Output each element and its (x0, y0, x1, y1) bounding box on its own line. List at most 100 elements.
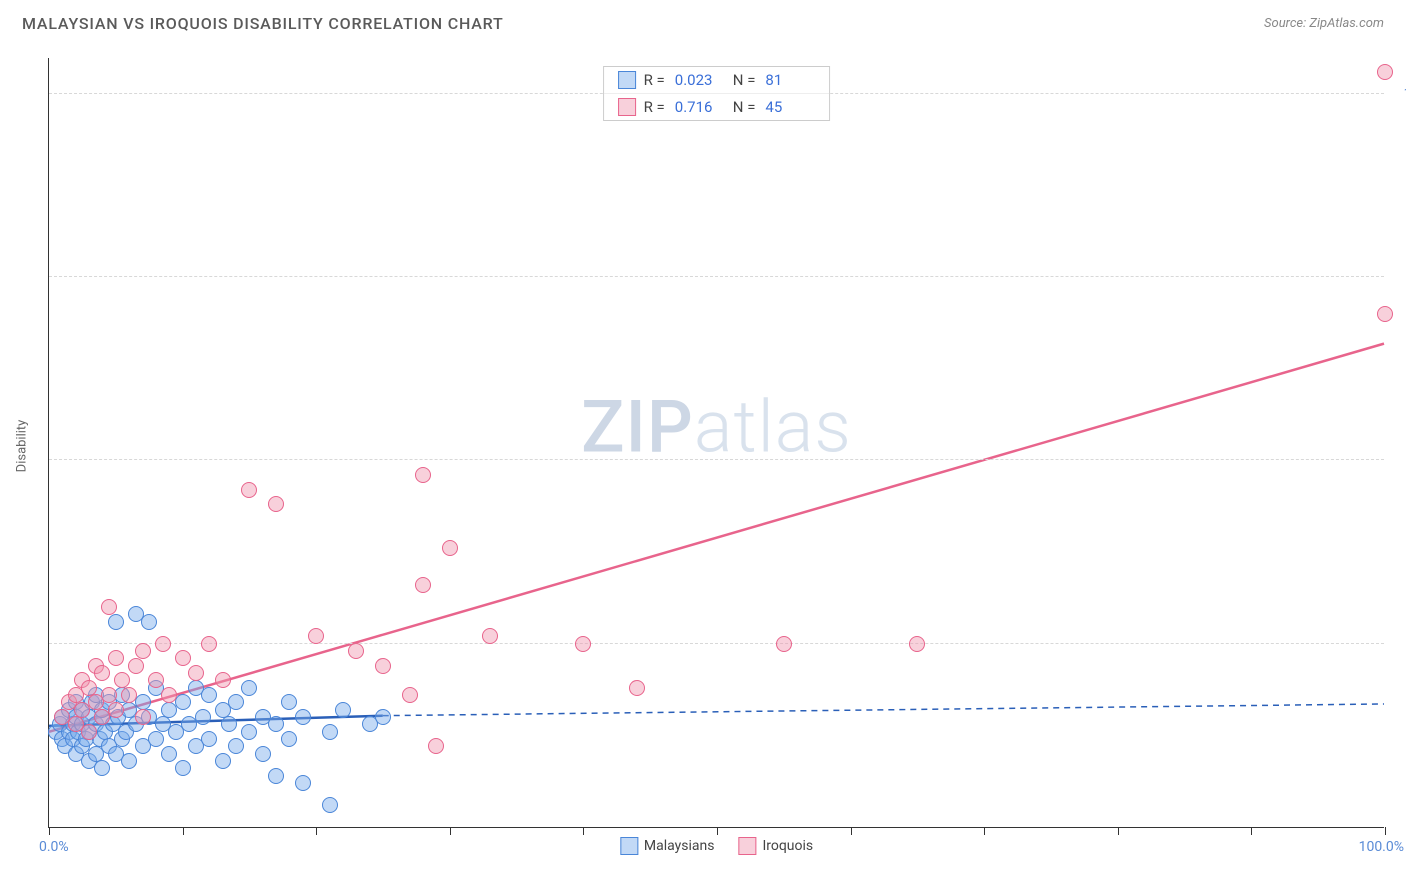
legend-n-value: 45 (765, 98, 815, 116)
scatter-point (281, 694, 297, 710)
legend-series-item: Iroquois (738, 837, 813, 855)
legend-swatch (738, 837, 756, 855)
scatter-point (909, 636, 925, 652)
x-tick (1385, 827, 1386, 835)
scatter-point (221, 716, 237, 732)
scatter-point (94, 760, 110, 776)
scatter-point (442, 540, 458, 556)
grid-line (49, 276, 1384, 277)
scatter-point (108, 702, 124, 718)
scatter-point (1377, 64, 1393, 80)
legend-swatch (618, 98, 636, 116)
scatter-point (428, 738, 444, 754)
legend-stats-box: R =0.023N =81R =0.716N =45 (603, 66, 831, 121)
scatter-point (322, 797, 338, 813)
scatter-point (335, 702, 351, 718)
grid-line (49, 643, 1384, 644)
trend-line-extension (383, 704, 1384, 716)
scatter-point (94, 665, 110, 681)
grid-line (49, 459, 1384, 460)
scatter-point (141, 614, 157, 630)
scatter-point (1377, 306, 1393, 322)
x-tick (1251, 827, 1252, 835)
legend-stats-row: R =0.023N =81 (604, 67, 830, 93)
x-tick (49, 827, 50, 835)
scatter-point (201, 636, 217, 652)
trend-lines-layer (49, 58, 1384, 827)
scatter-point (108, 650, 124, 666)
scatter-point (148, 672, 164, 688)
scatter-point (195, 709, 211, 725)
scatter-point (295, 775, 311, 791)
legend-swatch (620, 837, 638, 855)
legend-r-label: R = (644, 71, 665, 89)
y-axis-title: Disability (15, 420, 30, 473)
scatter-point (575, 636, 591, 652)
scatter-point (295, 709, 311, 725)
scatter-point (114, 672, 130, 688)
scatter-point (161, 746, 177, 762)
scatter-point (188, 665, 204, 681)
legend-series-label: Malaysians (644, 838, 715, 854)
scatter-point (241, 680, 257, 696)
x-tick (717, 827, 718, 835)
scatter-point (402, 687, 418, 703)
scatter-point (268, 768, 284, 784)
chart-title: MALAYSIAN VS IROQUOIS DISABILITY CORRELA… (22, 14, 504, 33)
scatter-point (375, 658, 391, 674)
scatter-point (135, 643, 151, 659)
scatter-point (161, 687, 177, 703)
x-axis-max-label: 100.0% (1359, 839, 1404, 855)
x-axis-min-label: 0.0% (39, 839, 69, 855)
scatter-point (175, 760, 191, 776)
scatter-point (155, 636, 171, 652)
scatter-point (348, 643, 364, 659)
legend-series-label: Iroquois (762, 838, 813, 854)
scatter-point (148, 731, 164, 747)
scatter-point (241, 724, 257, 740)
legend-stats-row: R =0.716N =45 (604, 93, 830, 120)
scatter-point (375, 709, 391, 725)
scatter-point (121, 687, 137, 703)
chart-header: MALAYSIAN VS IROQUOIS DISABILITY CORRELA… (0, 0, 1406, 41)
scatter-point (281, 731, 297, 747)
scatter-point (101, 687, 117, 703)
scatter-point (81, 724, 97, 740)
scatter-point (629, 680, 645, 696)
legend-swatch (618, 71, 636, 89)
scatter-point (175, 650, 191, 666)
x-tick (984, 827, 985, 835)
x-tick (1118, 827, 1119, 835)
scatter-point (128, 658, 144, 674)
scatter-point (135, 709, 151, 725)
scatter-point (322, 724, 338, 740)
scatter-point (201, 687, 217, 703)
legend-n-label: N = (733, 71, 756, 89)
x-tick (183, 827, 184, 835)
source-credit: Source: ZipAtlas.com (1264, 16, 1384, 31)
trend-line (49, 344, 1384, 732)
x-tick (450, 827, 451, 835)
scatter-point (81, 680, 97, 696)
scatter-point (776, 636, 792, 652)
legend-series: Malaysians Iroquois (620, 837, 813, 855)
scatter-point (215, 672, 231, 688)
legend-series-item: Malaysians (620, 837, 715, 855)
scatter-point (228, 738, 244, 754)
scatter-point (108, 614, 124, 630)
plot-area: ZIPatlas R =0.023N =81R =0.716N =45 Mala… (48, 58, 1384, 828)
x-tick (316, 827, 317, 835)
scatter-point (415, 577, 431, 593)
legend-r-label: R = (644, 98, 665, 116)
scatter-point (482, 628, 498, 644)
legend-r-value: 0.023 (675, 71, 725, 89)
scatter-point (415, 467, 431, 483)
scatter-point (228, 694, 244, 710)
x-tick (583, 827, 584, 835)
scatter-point (308, 628, 324, 644)
scatter-point (255, 746, 271, 762)
scatter-point (268, 716, 284, 732)
scatter-point (101, 599, 117, 615)
legend-n-label: N = (733, 98, 756, 116)
scatter-point (241, 482, 257, 498)
